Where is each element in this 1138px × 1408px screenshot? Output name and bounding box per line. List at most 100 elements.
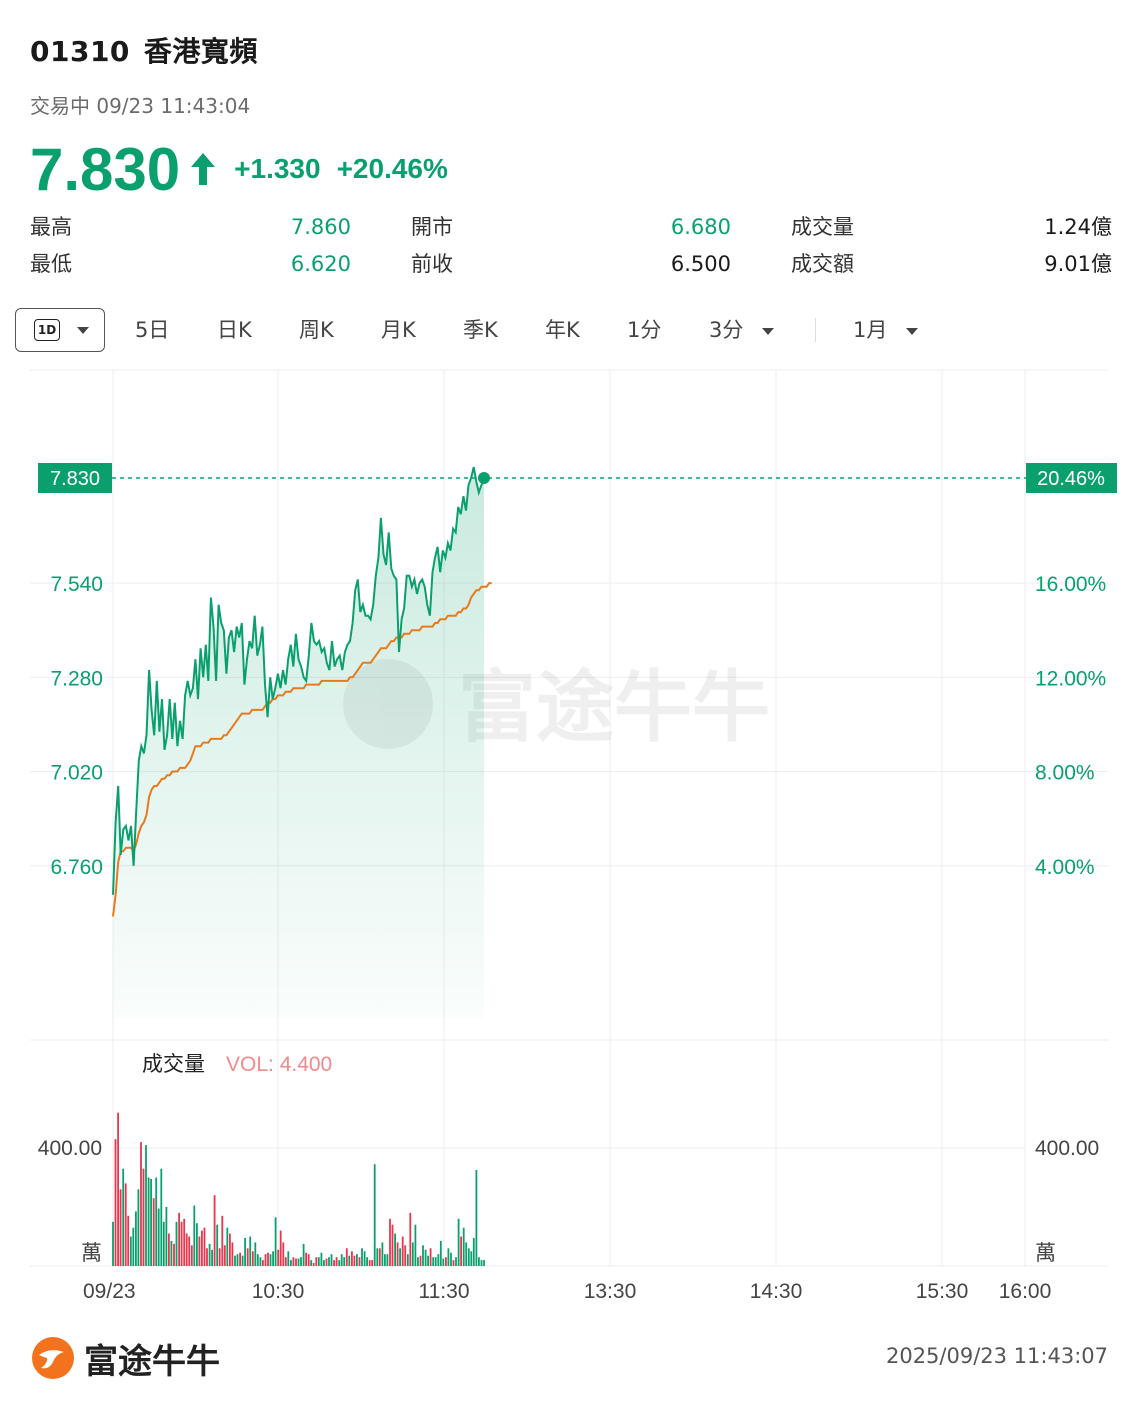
volume-bar	[239, 1252, 241, 1266]
tab-quarter-k[interactable]: 季K	[463, 318, 498, 342]
volume-bar	[411, 1242, 414, 1266]
volume-bar	[165, 1207, 168, 1266]
volume-bar	[302, 1243, 305, 1266]
volume-bar	[277, 1249, 280, 1266]
y-tick-right: 4.00%	[1035, 856, 1095, 879]
volume-bar	[386, 1254, 389, 1266]
volume-bar	[190, 1245, 193, 1266]
quote-row: 7.830 +1.330 +20.46%	[30, 134, 448, 204]
volume-unit-right: 萬	[1035, 1241, 1056, 1265]
average-price-line	[112, 582, 492, 917]
volume-bar	[292, 1257, 295, 1266]
x-tick-label: 11:30	[419, 1280, 470, 1303]
period-tabs: 1D 5日 日K 周K 月K 季K 年K 1分 3分 1月	[15, 308, 1108, 352]
tab-3min[interactable]: 3分	[709, 308, 775, 352]
volume-bar	[269, 1254, 272, 1266]
volume-bar	[348, 1255, 351, 1266]
volume-bar	[160, 1168, 163, 1266]
volume-bar	[376, 1248, 379, 1266]
volume-bar	[391, 1224, 394, 1266]
volume-value-label: VOL: 4.400	[226, 1053, 332, 1076]
volume-bar	[135, 1211, 137, 1266]
volume-bar	[356, 1254, 358, 1266]
volume-bar	[267, 1252, 269, 1266]
trading-status: 交易中 09/23 11:43:04	[30, 94, 251, 118]
volume-bar	[122, 1168, 125, 1266]
stat-volume-label: 成交量	[791, 215, 854, 239]
y-tick-left: 7.020	[50, 762, 103, 785]
volume-bar	[437, 1254, 440, 1266]
volume-bar	[201, 1230, 203, 1266]
volume-bar	[399, 1248, 401, 1266]
volume-bar	[264, 1254, 267, 1266]
volume-bar	[483, 1260, 485, 1266]
volume-bar	[384, 1254, 386, 1266]
volume-bar	[445, 1257, 447, 1266]
volume-bar	[272, 1251, 274, 1267]
x-tick-label: 13:30	[584, 1280, 637, 1303]
volume-bar	[371, 1260, 374, 1266]
volume-bar	[427, 1255, 429, 1266]
volume-bar	[396, 1242, 399, 1266]
volume-bar	[450, 1252, 452, 1266]
tab-month-k[interactable]: 月K	[381, 318, 416, 342]
stat-volume-value: 1.24億	[1044, 215, 1112, 239]
stat-prev-close-label: 前收	[411, 252, 453, 276]
volume-bar	[368, 1260, 371, 1266]
volume-bar	[447, 1248, 450, 1266]
up-arrow-icon	[191, 153, 216, 185]
volume-bar	[333, 1260, 335, 1266]
volume-bar	[406, 1254, 409, 1266]
volume-bar	[282, 1242, 285, 1266]
volume-bar	[300, 1257, 302, 1266]
volume-bar	[409, 1212, 412, 1266]
volume-bar	[290, 1260, 292, 1266]
volume-bar	[213, 1195, 216, 1266]
tab-1d[interactable]: 1D	[15, 308, 105, 352]
volume-bar	[137, 1189, 140, 1266]
volume-bar	[307, 1254, 310, 1266]
volume-bar	[340, 1254, 343, 1266]
volume-bar	[279, 1230, 282, 1266]
1d-badge: 1D	[34, 319, 60, 341]
y-tick-left: 7.280	[50, 667, 103, 690]
volume-bar	[251, 1251, 254, 1267]
tab-5d[interactable]: 5日	[135, 318, 170, 342]
tab-week-k[interactable]: 周K	[299, 318, 334, 342]
volume-bar	[414, 1224, 417, 1266]
volume-bar	[401, 1236, 404, 1266]
tab-day-k[interactable]: 日K	[217, 318, 252, 342]
volume-bar	[142, 1168, 145, 1266]
volume-bar	[361, 1248, 363, 1266]
volume-bar	[262, 1260, 264, 1266]
current-pct-label: 20.46%	[1037, 468, 1105, 490]
tab-1month[interactable]: 1月	[853, 308, 919, 352]
volume-bar	[305, 1252, 307, 1266]
watermark-text: 富途牛牛	[458, 663, 770, 753]
brand-name: 富途牛牛	[84, 1341, 220, 1382]
volume-bar	[173, 1243, 175, 1266]
volume-bar	[381, 1242, 384, 1266]
volume-bar	[422, 1245, 424, 1266]
volume-bar	[180, 1221, 183, 1267]
price-change-pct: +20.46%	[336, 153, 448, 184]
stat-turnover-label: 成交額	[791, 252, 854, 276]
tab-1min[interactable]: 1分	[627, 318, 662, 342]
volume-bar	[419, 1255, 422, 1266]
volume-bar	[221, 1215, 224, 1266]
stock-code: 01310	[30, 35, 130, 68]
volume-bar	[129, 1236, 132, 1266]
volume-bar	[452, 1260, 455, 1266]
volume-bar	[152, 1198, 155, 1266]
volume-bar	[295, 1258, 297, 1266]
x-tick-label: 10:30	[252, 1280, 305, 1303]
y-tick-right: 16.00%	[1035, 573, 1106, 596]
y-tick-left: 6.760	[50, 856, 103, 879]
volume-bar	[432, 1257, 435, 1266]
tab-year-k[interactable]: 年K	[545, 318, 580, 342]
volume-bar	[284, 1257, 287, 1266]
stat-high-value: 7.860	[290, 215, 351, 239]
volume-bar	[229, 1233, 231, 1266]
x-tick-label: 09/23	[83, 1280, 136, 1303]
volume-bars	[112, 1112, 485, 1267]
